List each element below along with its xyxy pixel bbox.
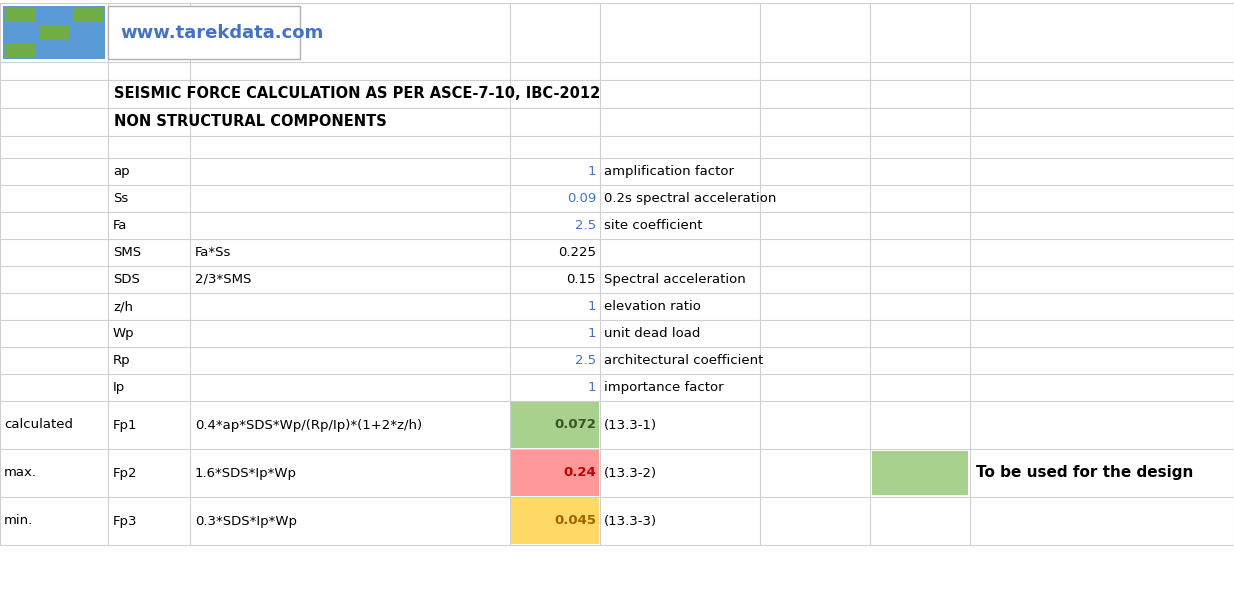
Text: 2/3*SMS: 2/3*SMS [195, 273, 252, 286]
Bar [109, 6, 300, 59]
Text: 0.3*SDS*Ip*Wp: 0.3*SDS*Ip*Wp [195, 514, 297, 528]
Text: www.tarekdata.com: www.tarekdata.com [120, 24, 323, 41]
Text: SEISMIC FORCE CALCULATION AS PER ASCE-7-10, IBC-2012: SEISMIC FORCE CALCULATION AS PER ASCE-7-… [114, 87, 600, 101]
Text: 0.225: 0.225 [558, 246, 596, 259]
Text: 2.5: 2.5 [575, 219, 596, 232]
Text: 1.6*SDS*Ip*Wp: 1.6*SDS*Ip*Wp [195, 467, 297, 479]
Text: To be used for the design: To be used for the design [976, 465, 1193, 481]
Text: Fp3: Fp3 [114, 514, 137, 528]
Text: 0.09: 0.09 [566, 192, 596, 205]
Text: 1: 1 [587, 300, 596, 313]
Bar [109, 6, 300, 59]
Text: Ss: Ss [114, 192, 128, 205]
Text: Fp2: Fp2 [114, 467, 137, 479]
Text: amplification factor: amplification factor [603, 165, 734, 178]
Bar [511, 402, 598, 448]
Text: 1: 1 [587, 381, 596, 394]
Text: 1: 1 [587, 165, 596, 178]
Bar [5, 43, 36, 57]
Text: 0.24: 0.24 [563, 467, 596, 479]
Bar [872, 451, 967, 495]
Text: Wp: Wp [114, 327, 135, 340]
Text: max.: max. [4, 467, 37, 479]
Text: elevation ratio: elevation ratio [603, 300, 701, 313]
Bar [38, 25, 69, 40]
Bar [73, 7, 104, 22]
Text: Ip: Ip [114, 381, 125, 394]
Text: ap: ap [114, 165, 130, 178]
Text: importance factor: importance factor [603, 381, 723, 394]
Text: Fa: Fa [114, 219, 127, 232]
Text: Fp1: Fp1 [114, 418, 137, 431]
Text: min.: min. [4, 514, 33, 528]
Text: (13.3-3): (13.3-3) [603, 514, 658, 528]
Text: NON STRUCTURAL COMPONENTS: NON STRUCTURAL COMPONENTS [114, 115, 386, 129]
Text: 0.2s spectral acceleration: 0.2s spectral acceleration [603, 192, 776, 205]
Bar [511, 498, 598, 544]
Text: architectural coefficient: architectural coefficient [603, 354, 764, 367]
Text: Spectral acceleration: Spectral acceleration [603, 273, 745, 286]
Text: SDS: SDS [114, 273, 139, 286]
Text: unit dead load: unit dead load [603, 327, 701, 340]
Text: 0.045: 0.045 [554, 514, 596, 528]
Text: site coefficient: site coefficient [603, 219, 702, 232]
Text: (13.3-1): (13.3-1) [603, 418, 658, 431]
Text: calculated: calculated [4, 418, 73, 431]
Text: z/h: z/h [114, 300, 133, 313]
Text: 0.15: 0.15 [566, 273, 596, 286]
Text: 2.5: 2.5 [575, 354, 596, 367]
Text: SMS: SMS [114, 246, 141, 259]
Text: 1: 1 [587, 327, 596, 340]
Text: Rp: Rp [114, 354, 131, 367]
Bar [5, 7, 36, 22]
Text: (13.3-2): (13.3-2) [603, 467, 658, 479]
Text: 0.072: 0.072 [554, 418, 596, 431]
Bar [2, 6, 105, 59]
Text: 0.4*ap*SDS*Wp/(Rp/Ip)*(1+2*z/h): 0.4*ap*SDS*Wp/(Rp/Ip)*(1+2*z/h) [195, 418, 422, 431]
Bar [511, 450, 598, 496]
Text: Fa*Ss: Fa*Ss [195, 246, 232, 259]
